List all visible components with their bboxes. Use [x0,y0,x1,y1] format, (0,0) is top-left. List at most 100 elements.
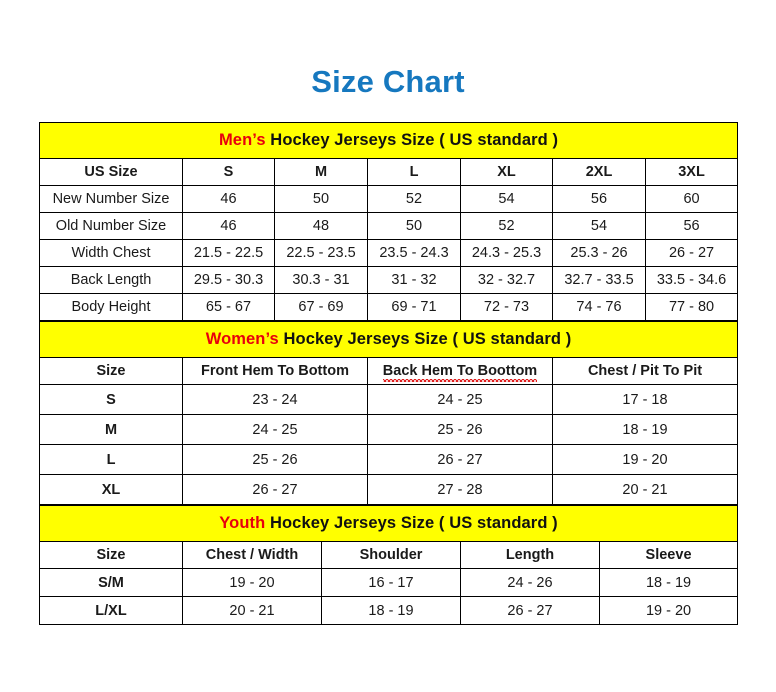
womens-cell-2-2: 19 - 20 [552,444,738,475]
mens-column-header-row: US Size S M L XL 2XL 3XL [39,158,739,186]
youth-col-header-2: Shoulder [321,541,461,569]
youth-cell-0-0: 19 - 20 [182,568,322,597]
mens-cell-3-4: 32.7 - 33.5 [552,266,646,294]
youth-cell-0-3: 18 - 19 [598,568,739,597]
womens-banner-accent: Women’s [205,330,279,348]
youth-banner-rest: Hockey Jerseys Size ( US standard ) [269,514,558,532]
womens-banner-rest: Hockey Jerseys Size ( US standard ) [283,330,572,348]
table-row: XL 26 - 27 27 - 28 20 - 21 [39,474,738,505]
table-row: S 23 - 24 24 - 25 17 - 18 [39,384,738,415]
mens-cell-2-5: 26 - 27 [644,239,739,267]
womens-row-label-3: XL [39,474,183,505]
mens-cell-0-4: 56 [552,185,646,213]
mens-col-header-6: 3XL [644,158,739,186]
mens-cell-3-5: 33.5 - 34.6 [644,266,739,294]
mens-section-banner: Men’s Hockey Jerseys Size ( US standard … [38,122,739,159]
womens-cell-1-2: 18 - 19 [552,414,738,445]
mens-cell-0-1: 50 [274,185,368,213]
mens-cell-1-2: 50 [367,212,461,240]
mens-cell-2-0: 21.5 - 22.5 [182,239,275,267]
womens-cell-1-0: 24 - 25 [182,414,368,445]
mens-row-label-0: New Number Size [39,185,183,213]
table-row: S/M 19 - 20 16 - 17 24 - 26 18 - 19 [39,568,739,597]
mens-col-header-1: S [182,158,275,186]
youth-banner-accent: Youth [219,514,266,532]
womens-cell-3-2: 20 - 21 [552,474,738,505]
mens-col-header-2: M [274,158,368,186]
youth-cell-0-1: 16 - 17 [321,568,461,597]
mens-size-table: Men’s Hockey Jerseys Size ( US standard … [38,122,739,321]
youth-col-header-0: Size [39,541,183,569]
womens-row-label-2: L [39,444,183,475]
mens-cell-4-2: 69 - 71 [367,293,461,321]
youth-banner-cell: Youth Hockey Jerseys Size ( US standard … [38,505,739,542]
mens-cell-1-3: 52 [460,212,553,240]
womens-cell-0-0: 23 - 24 [182,384,368,415]
mens-col-header-0: US Size [39,158,183,186]
mens-cell-0-2: 52 [367,185,461,213]
page-title: Size Chart [311,64,465,99]
table-row: M 24 - 25 25 - 26 18 - 19 [39,414,738,445]
youth-column-header-row: Size Chest / Width Shoulder Length Sleev… [39,541,739,569]
mens-cell-2-1: 22.5 - 23.5 [274,239,368,267]
mens-cell-3-0: 29.5 - 30.3 [182,266,275,294]
mens-cell-4-1: 67 - 69 [274,293,368,321]
womens-banner-cell: Women’s Hockey Jerseys Size ( US standar… [39,321,738,358]
youth-col-header-3: Length [460,541,600,569]
youth-col-header-1: Chest / Width [182,541,322,569]
mens-row-label-1: Old Number Size [39,212,183,240]
womens-col-header-3: Chest / Pit To Pit [552,357,738,385]
mens-cell-4-4: 74 - 76 [552,293,646,321]
womens-col-header-1: Front Hem To Bottom [182,357,368,385]
mens-cell-1-5: 56 [644,212,739,240]
table-row: Width Chest 21.5 - 22.5 22.5 - 23.5 23.5… [39,239,739,267]
mens-row-label-3: Back Length [39,266,183,294]
mens-banner-rest: Hockey Jerseys Size ( US standard ) [270,131,559,149]
mens-cell-3-2: 31 - 32 [367,266,461,294]
womens-cell-3-1: 27 - 28 [367,474,553,505]
table-row: Back Length 29.5 - 30.3 30.3 - 31 31 - 3… [39,266,739,294]
mens-banner-cell: Men’s Hockey Jerseys Size ( US standard … [38,122,739,159]
youth-section-banner: Youth Hockey Jerseys Size ( US standard … [38,505,739,542]
table-row: L 25 - 26 26 - 27 19 - 20 [39,444,738,475]
mens-cell-4-0: 65 - 67 [182,293,275,321]
womens-col-header-2: Back Hem To Boottom [367,357,553,385]
mens-cell-2-4: 25.3 - 26 [552,239,646,267]
youth-row-label-0: S/M [39,568,183,597]
mens-cell-2-3: 24.3 - 25.3 [460,239,553,267]
youth-size-table: Youth Hockey Jerseys Size ( US standard … [38,505,739,625]
womens-cell-3-0: 26 - 27 [182,474,368,505]
youth-col-header-4: Sleeve [598,541,739,569]
womens-cell-0-2: 17 - 18 [552,384,738,415]
table-row: L/XL 20 - 21 18 - 19 26 - 27 19 - 20 [39,596,739,625]
womens-size-table: Women’s Hockey Jerseys Size ( US standar… [39,321,738,505]
table-row: Body Height 65 - 67 67 - 69 69 - 71 72 -… [39,293,739,321]
mens-cell-0-0: 46 [182,185,275,213]
mens-cell-1-1: 48 [274,212,368,240]
womens-cell-2-1: 26 - 27 [367,444,553,475]
mens-cell-1-0: 46 [182,212,275,240]
womens-col-header-0: Size [39,357,183,385]
youth-cell-1-2: 26 - 27 [460,596,600,625]
mens-cell-3-1: 30.3 - 31 [274,266,368,294]
mens-row-label-4: Body Height [39,293,183,321]
youth-cell-1-3: 19 - 20 [598,596,739,625]
mens-cell-1-4: 54 [552,212,646,240]
mens-col-header-5: 2XL [552,158,646,186]
youth-cell-0-2: 24 - 26 [460,568,600,597]
womens-section-banner: Women’s Hockey Jerseys Size ( US standar… [39,321,738,358]
womens-cell-2-0: 25 - 26 [182,444,368,475]
womens-cell-1-1: 25 - 26 [367,414,553,445]
youth-cell-1-0: 20 - 21 [182,596,322,625]
mens-row-label-2: Width Chest [39,239,183,267]
table-row: New Number Size 46 50 52 54 56 60 [39,185,739,213]
mens-cell-4-3: 72 - 73 [460,293,553,321]
mens-cell-0-5: 60 [644,185,739,213]
mens-cell-3-3: 32 - 32.7 [460,266,553,294]
table-row: Old Number Size 46 48 50 52 54 56 [39,212,739,240]
womens-cell-0-1: 24 - 25 [367,384,553,415]
womens-col-header-2-typo: Back Hem To Boottom [382,363,538,382]
mens-banner-accent: Men’s [218,131,266,149]
womens-column-header-row: Size Front Hem To Bottom Back Hem To Boo… [39,357,738,385]
